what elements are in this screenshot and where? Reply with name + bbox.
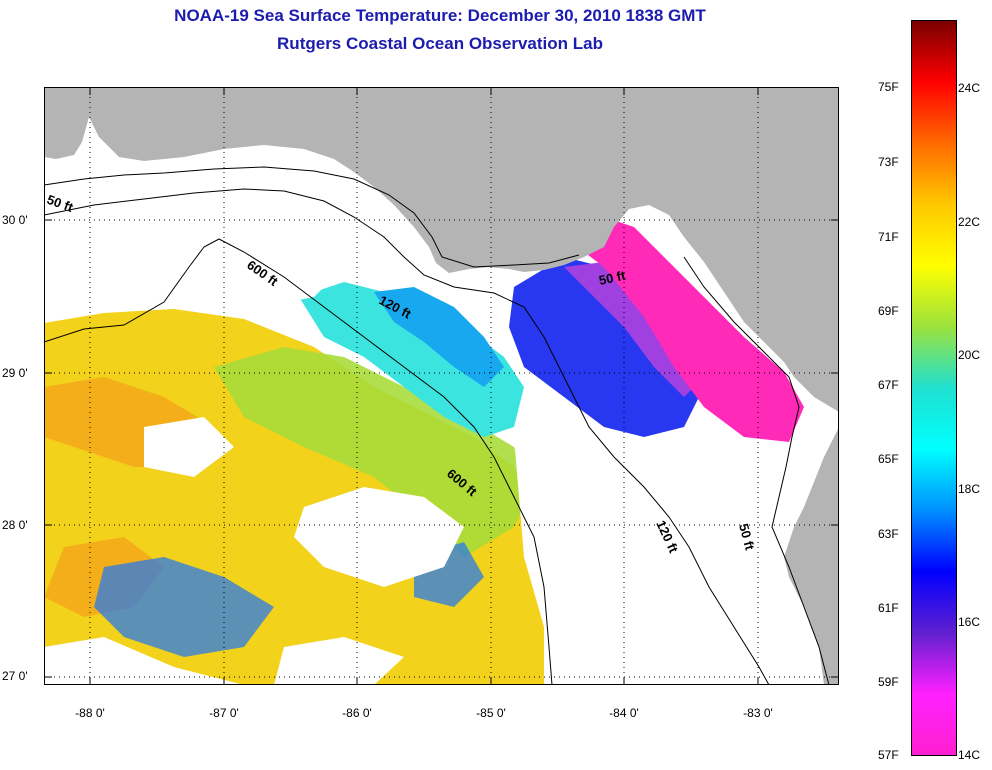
colorbar-f-label: 57F — [878, 748, 899, 762]
contour-120ft — [44, 188, 770, 685]
longitude-label-85: -85 0' — [476, 706, 506, 720]
contour-label-50ft-south: 50 ft — [736, 522, 758, 552]
land-florida-panhandle — [44, 87, 839, 412]
sst-magenta-coast — [564, 217, 804, 442]
sst-cold-shelf — [509, 257, 704, 437]
sst-map: 50 ft 600 ft 120 ft 50 ft 600 ft 120 ft … — [44, 87, 839, 685]
cloud-mask-bottom — [44, 637, 404, 685]
sst-mixed-patches — [94, 542, 484, 657]
land-florida-peninsula — [784, 427, 839, 685]
latitude-label-29: 29 0' — [2, 366, 28, 380]
colorbar-f-label: 63F — [878, 527, 899, 541]
colorbar-f-label: 67F — [878, 378, 899, 392]
contour-50ft — [44, 166, 830, 685]
temperature-colorbar — [911, 20, 957, 756]
map-title: NOAA-19 Sea Surface Temperature: Decembe… — [174, 6, 706, 25]
sst-blue-shelf — [374, 287, 504, 387]
colorbar-c-label: 14C — [958, 748, 981, 762]
latitude-label-28: 28 0' — [2, 518, 28, 532]
longitude-label-88: -88 0' — [75, 706, 105, 720]
latitude-label-27: 27 0' — [2, 669, 28, 683]
contour-600ft — [44, 238, 553, 685]
colorbar-c-label: 20C — [958, 348, 981, 362]
colorbar-f-label: 73F — [878, 155, 899, 169]
longitude-label-84: -84 0' — [609, 706, 639, 720]
sst-purple-shelf — [564, 262, 704, 397]
cloud-mask-central — [144, 417, 464, 587]
sst-cool-shelf — [299, 282, 524, 437]
colorbar-f-label: 61F — [878, 601, 899, 615]
longitude-label-87: -87 0' — [209, 706, 239, 720]
map-border — [44, 87, 839, 685]
colorbar-f-label: 69F — [878, 304, 899, 318]
colorbar-c-label: 22C — [958, 215, 981, 229]
map-ticks — [44, 87, 839, 685]
sst-green-band — [214, 347, 534, 557]
latitude-label-30: 30 0' — [2, 213, 28, 227]
sst-map-canvas: 50 ft 600 ft 120 ft 50 ft 600 ft 120 ft … — [44, 87, 839, 685]
colorbar-f-label: 65F — [878, 452, 899, 466]
colorbar-f-label: 59F — [878, 675, 899, 689]
colorbar-f-label: 75F — [878, 80, 899, 94]
map-subtitle: Rutgers Coastal Ocean Observation Lab — [277, 34, 603, 53]
colorbar-c-label: 24C — [958, 81, 981, 95]
colorbar-f-label: 71F — [878, 230, 899, 244]
longitude-label-86: -86 0' — [342, 706, 372, 720]
longitude-label-83: -83 0' — [743, 706, 773, 720]
colorbar-c-label: 18C — [958, 482, 981, 496]
contour-label-50ft-east: 50 ft — [598, 268, 628, 288]
colorbar-c-label: 16C — [958, 615, 981, 629]
